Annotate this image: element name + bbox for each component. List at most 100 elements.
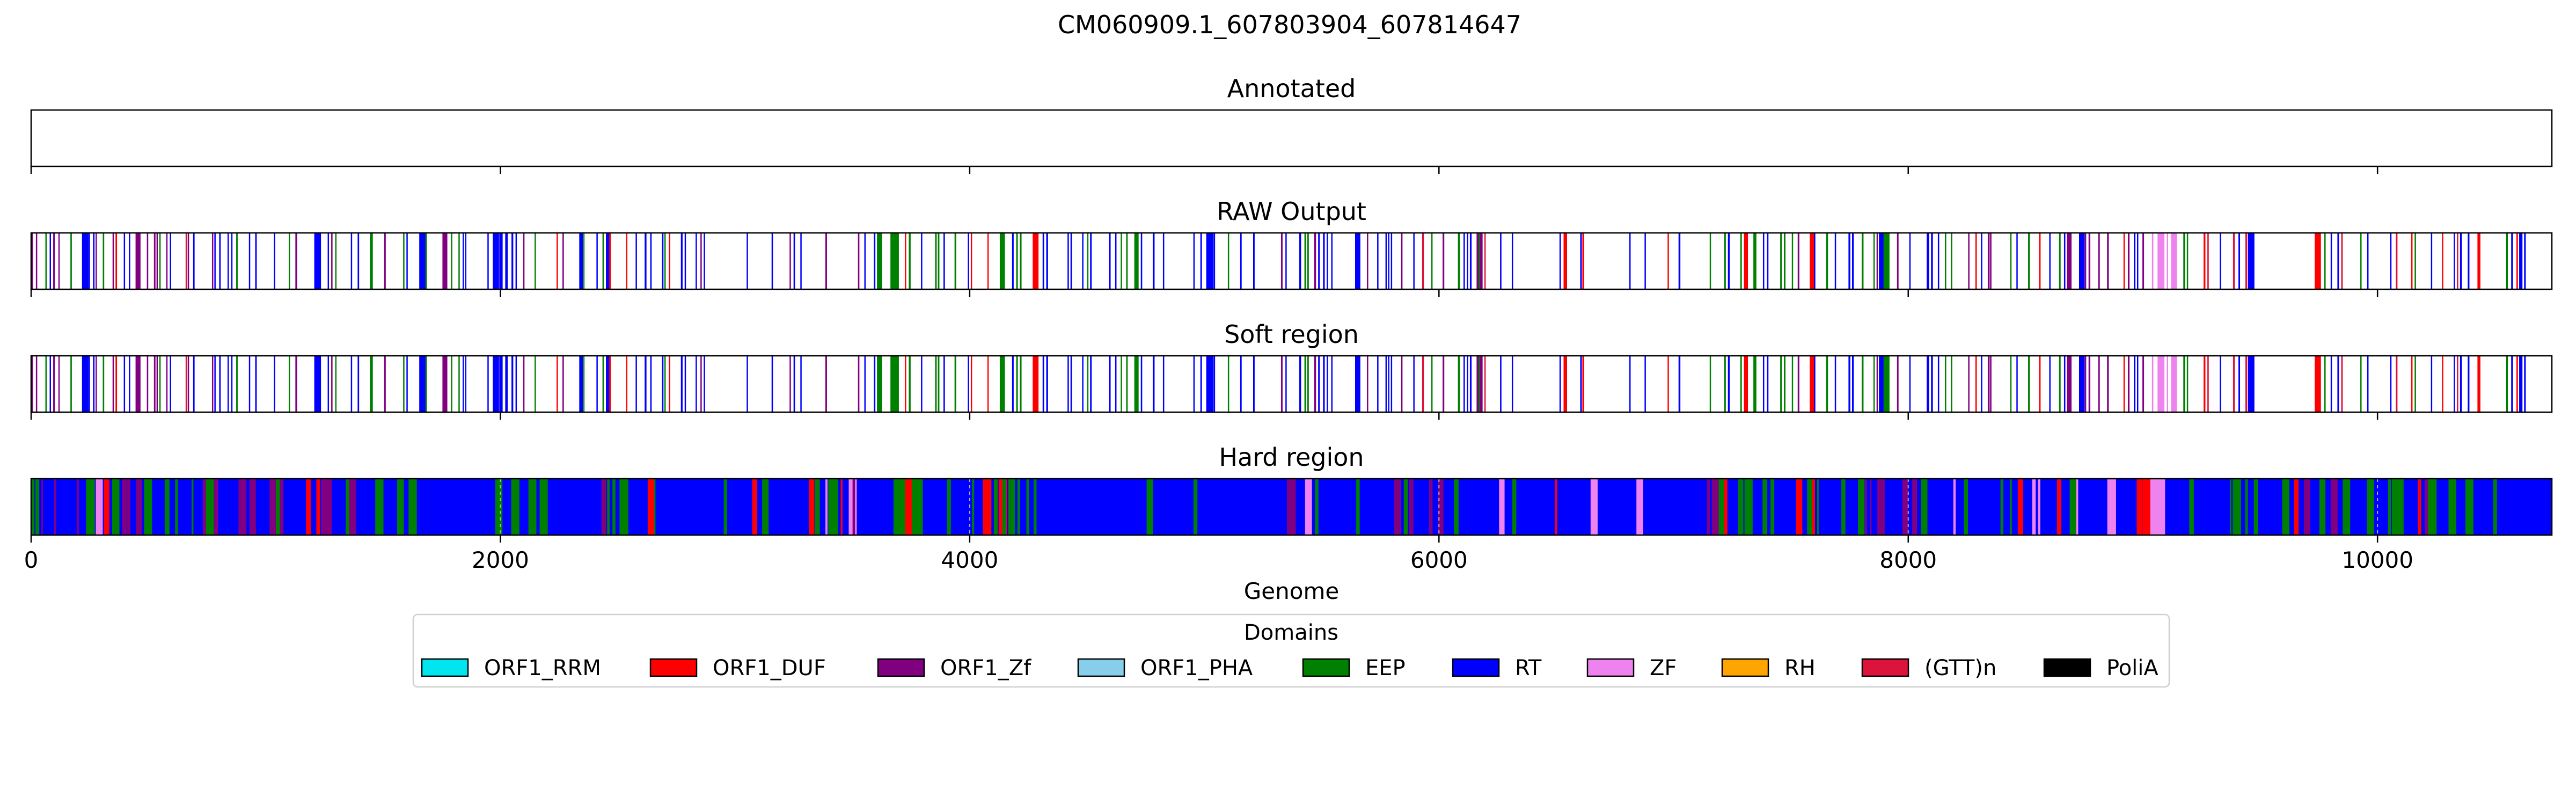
x-tick-label: 2000 [472, 547, 529, 573]
domain-segment [2171, 233, 2177, 289]
domain-segment [2079, 233, 2085, 289]
domain-segment [112, 356, 114, 412]
domain-segment [968, 233, 969, 289]
domain-segment [2049, 356, 2051, 412]
domain-segment [49, 356, 51, 412]
domain-segment [1644, 356, 1646, 412]
domain-segment [1883, 356, 1890, 412]
domain-segment [1711, 479, 1719, 535]
domain-segment [327, 356, 330, 412]
domain-segment [2524, 356, 2526, 412]
domain-segment [523, 233, 525, 289]
domain-segment [1140, 233, 1143, 289]
domain-segment [153, 233, 156, 289]
domain-segment [1812, 479, 1816, 535]
domain-segment [442, 356, 448, 412]
domain-segment [1797, 233, 1799, 289]
domain-segment [350, 356, 353, 412]
domain-segment [1791, 233, 1794, 289]
domain-segment [1033, 479, 1037, 535]
domain-segment [1429, 479, 1433, 535]
domain-segment [2098, 356, 2100, 412]
panel-frame [30, 355, 2553, 413]
domain-segment [129, 356, 130, 412]
domain-segment [752, 479, 757, 535]
domain-segment [2220, 356, 2221, 412]
domain-segment [2330, 233, 2332, 289]
domain-segment [1469, 233, 1472, 289]
domain-segment [1388, 233, 1389, 289]
domain-segment [1315, 479, 1319, 535]
domain-segment [1968, 356, 1970, 412]
legend-item: RT [1452, 656, 1542, 680]
x-tick-label: 10000 [2341, 547, 2413, 573]
domain-segment [1783, 356, 1785, 412]
domain-segment [144, 479, 152, 535]
domain-segment [1728, 356, 1730, 412]
domain-segment [1981, 356, 1982, 412]
domain-segment [2207, 233, 2209, 289]
domain-segment [458, 233, 460, 289]
domain-segment [1304, 356, 1306, 412]
domain-segment [2136, 233, 2139, 289]
domain-segment [645, 356, 647, 412]
domain-segment [893, 356, 899, 412]
domain-segment [1479, 356, 1481, 412]
domain-segment [129, 233, 130, 289]
domain-segment [1070, 233, 1072, 289]
domain-segment [2442, 356, 2443, 412]
domain-segment [1479, 233, 1481, 289]
domain-segment [350, 233, 353, 289]
legend-label: (GTT)n [1924, 656, 1996, 680]
domain-segment [1280, 233, 1283, 289]
domain-segment [153, 356, 156, 412]
legend-item: ORF1_Zf [877, 656, 1031, 680]
domain-segment [1067, 233, 1069, 289]
domain-segment [1848, 233, 1850, 289]
domain-segment [1783, 233, 1785, 289]
domain-segment [1826, 233, 1828, 289]
domain-segment [1469, 356, 1472, 412]
domain-segment [499, 233, 503, 289]
domain-segment [96, 479, 103, 535]
domain-segment [1087, 233, 1089, 289]
domain-segment [2067, 233, 2072, 289]
domain-segment [76, 479, 79, 535]
domain-segment [2337, 233, 2339, 289]
domain-marks [31, 233, 2526, 289]
legend-item: ORF1_DUF [649, 656, 826, 680]
domain-segment [606, 233, 610, 289]
domain-segment [1951, 233, 1952, 289]
domain-segment [2171, 356, 2177, 412]
domain-segment [609, 356, 611, 412]
domain-segment [1240, 233, 1242, 289]
domain-segment [2107, 479, 2116, 535]
domain-segment [1401, 233, 1403, 289]
domain-segment [1897, 356, 1899, 412]
domain-segment [2388, 479, 2391, 535]
domain-segment [2519, 233, 2523, 289]
domain-segment [58, 233, 60, 289]
domain-segment [156, 356, 158, 412]
domain-segment [2460, 233, 2462, 289]
legend-item: EEP [1302, 656, 1406, 680]
domain-segment [1826, 356, 1828, 412]
domain-segment [2425, 479, 2431, 535]
domain-segment [1678, 233, 1681, 289]
domain-segment [1740, 356, 1742, 412]
domain-segment [2009, 479, 2012, 535]
domain-segment [1042, 356, 1044, 412]
domain-segment [147, 233, 149, 289]
domain-segment [1834, 233, 1836, 289]
domain-segment [2390, 356, 2392, 412]
domain-segment [2088, 233, 2091, 289]
domain-segment [2028, 233, 2030, 289]
domain-segment [2186, 356, 2189, 412]
domain-segment [1253, 233, 1255, 289]
domain-segment [206, 479, 215, 535]
domain-segment [193, 233, 195, 289]
domain-segment [893, 233, 899, 289]
domain-segment [1016, 356, 1018, 412]
domain-segment [511, 233, 514, 289]
